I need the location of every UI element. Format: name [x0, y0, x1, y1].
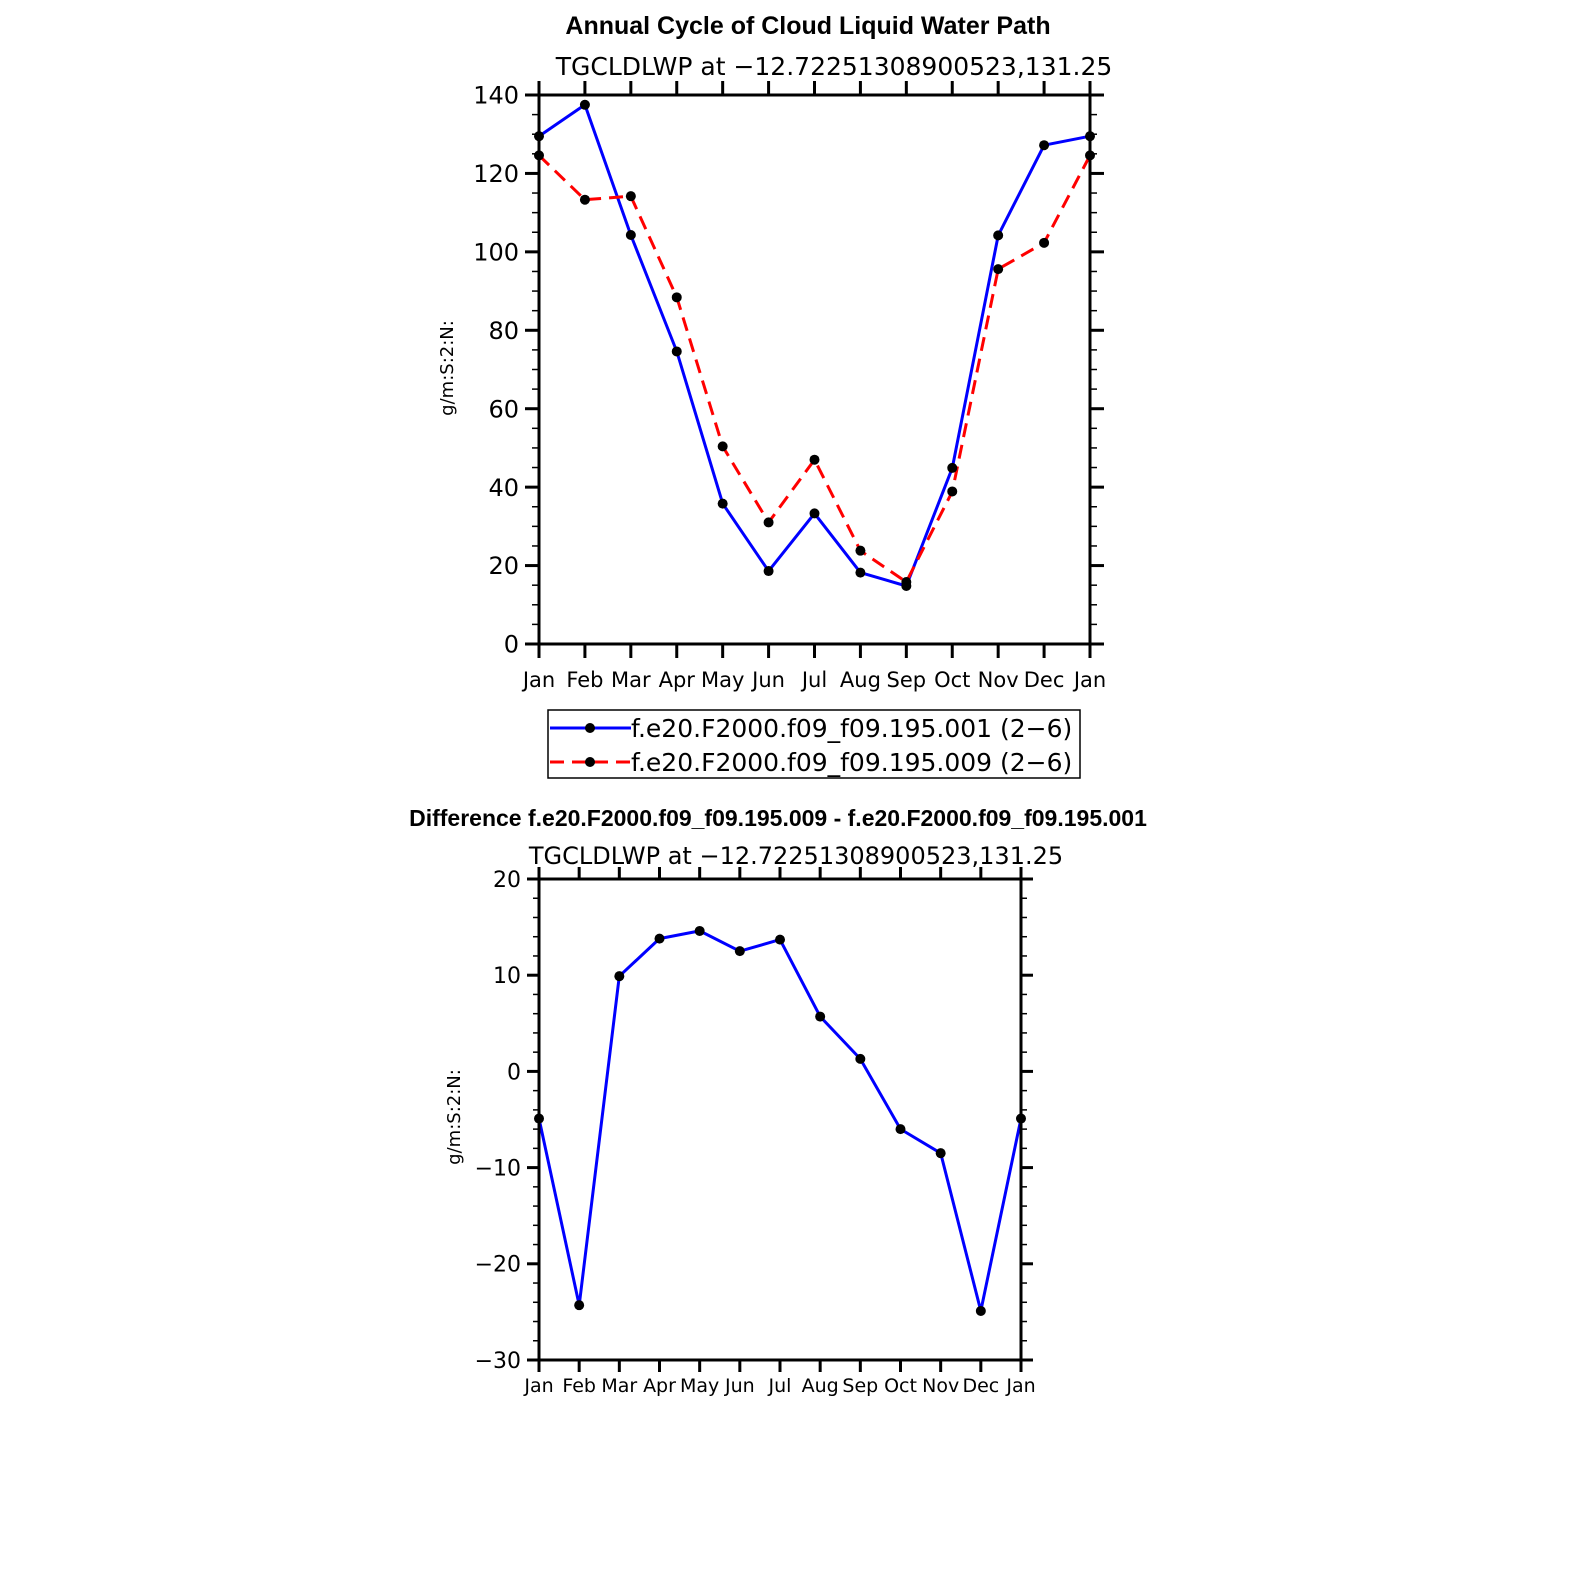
legend-label-001: f.e20.F2000.f09_f09.195.001 (2−6) — [631, 714, 1072, 743]
x-tick-label: Mar — [601, 1375, 637, 1397]
y-tick-label: −10 — [475, 1157, 521, 1182]
data-point — [1039, 140, 1050, 151]
x-tick-label: Oct — [884, 1375, 917, 1397]
y-tick-label: −20 — [475, 1253, 521, 1278]
data-point — [855, 567, 866, 578]
x-ticks: Jan Feb Mar Apr May Jun Jul Aug Sep Oct Nov Dec Jan — [523, 867, 1036, 1397]
data-point — [855, 545, 866, 556]
data-point — [993, 230, 1004, 241]
legend-entry-009: f.e20.F2000.f09_f09.195.009 (2−6) — [550, 748, 1072, 777]
y-tick-label: 80 — [488, 317, 519, 345]
chart-title: Difference f.e20.F2000.f09_f09.195.009 -… — [409, 805, 1147, 831]
data-point — [614, 971, 625, 982]
data-point — [975, 1305, 986, 1316]
x-tick-label: Jun — [750, 668, 785, 692]
y-tick-label: 120 — [473, 160, 519, 188]
x-tick-label: Feb — [566, 668, 603, 692]
x-tick-label: May — [701, 668, 744, 692]
x-tick-label: Jun — [724, 1375, 755, 1397]
data-point — [815, 1011, 826, 1022]
y-axis-label: g/m:S:2:N: — [437, 320, 458, 416]
y-tick-label: −30 — [475, 1349, 521, 1374]
data-point — [671, 292, 682, 303]
y-tick-label: 0 — [504, 631, 519, 659]
chart-subtitle: TGCLDLWP at −12.72251308900523,131.25 — [555, 52, 1113, 81]
legend-marker-001 — [585, 723, 595, 733]
data-point — [775, 934, 785, 945]
y-tick-label: 100 — [473, 238, 519, 266]
data-point — [654, 933, 665, 944]
series-line-0 — [537, 929, 1023, 1313]
x-tick-label: Dec — [1024, 668, 1065, 692]
series-lines — [537, 929, 1023, 1313]
y-tick-label: 20 — [493, 868, 521, 893]
data-point — [947, 486, 958, 497]
legend-label-009: f.e20.F2000.f09_f09.195.009 (2−6) — [631, 748, 1072, 777]
data-point — [625, 191, 636, 202]
chart-subtitle: TGCLDLWP at −12.72251308900523,131.25 — [528, 842, 1063, 870]
data-point — [993, 264, 1004, 275]
data-point — [763, 517, 774, 528]
x-tick-label: Feb — [562, 1375, 596, 1397]
data-point — [1039, 237, 1050, 248]
x-tick-label: Jul — [800, 668, 827, 692]
x-tick-label: Aug — [840, 668, 881, 692]
legend-entry-001: f.e20.F2000.f09_f09.195.001 (2−6) — [550, 714, 1072, 743]
y-tick-label: 20 — [488, 552, 519, 580]
data-point — [935, 1148, 946, 1159]
data-point — [579, 99, 590, 110]
series-markers — [534, 925, 1026, 1316]
y-tick-label: 140 — [473, 82, 519, 110]
annual-cycle-chart: Annual Cycle of Cloud Liquid Water Path … — [437, 12, 1113, 779]
legend-box — [547, 709, 1081, 779]
x-tick-label: Apr — [659, 668, 696, 692]
data-point — [809, 454, 820, 465]
x-tick-label: May — [680, 1375, 719, 1397]
data-point — [895, 1124, 906, 1135]
plot-frame — [537, 877, 1023, 1362]
chart-title: Annual Cycle of Cloud Liquid Water Path — [565, 12, 1050, 40]
data-point — [579, 194, 590, 205]
x-tick-label: Sep — [842, 1375, 878, 1397]
data-point — [809, 508, 820, 519]
data-point — [734, 946, 745, 957]
data-point — [671, 346, 682, 357]
data-point — [694, 925, 705, 936]
series-markers — [534, 99, 1095, 591]
y-axis-label: g/m:S:2:N: — [444, 1069, 465, 1165]
data-point — [625, 229, 636, 240]
x-tick-label: Apr — [643, 1375, 676, 1397]
x-tick-label: Jan — [523, 1375, 553, 1397]
plot-frame — [537, 93, 1092, 646]
data-point — [901, 577, 912, 588]
y-ticks: 0 20 40 60 80 100 120 140 — [473, 82, 1104, 659]
y-ticks: −30 −20 −10 0 10 20 — [475, 868, 1033, 1374]
data-point — [574, 1300, 585, 1311]
x-tick-label: Jan — [1005, 1375, 1035, 1397]
x-tick-label: Mar — [611, 668, 651, 692]
x-tick-label: Nov — [922, 1375, 959, 1397]
x-tick-label: Jan — [521, 668, 555, 692]
data-point — [763, 566, 774, 577]
y-tick-label: 10 — [493, 964, 521, 989]
data-point — [855, 1053, 866, 1064]
difference-chart: Difference f.e20.F2000.f09_f09.195.009 -… — [409, 805, 1147, 1397]
y-tick-label: 0 — [507, 1060, 521, 1085]
x-tick-label: Jan — [1072, 668, 1106, 692]
x-tick-label: Jul — [768, 1375, 792, 1397]
data-point — [947, 462, 958, 473]
x-tick-label: Nov — [978, 668, 1019, 692]
data-point — [717, 498, 728, 509]
x-tick-label: Sep — [887, 668, 927, 692]
x-tick-label: Aug — [802, 1375, 839, 1397]
y-tick-label: 40 — [488, 474, 519, 502]
y-tick-label: 60 — [488, 395, 519, 423]
x-tick-label: Dec — [962, 1375, 999, 1397]
legend: f.e20.F2000.f09_f09.195.001 (2−6) f.e20.… — [547, 709, 1081, 779]
legend-marker-009 — [585, 757, 595, 767]
data-point — [717, 441, 728, 452]
x-ticks: Jan Feb Mar Apr May Jun Jul Aug Sep Oct Nov Dec Jan — [521, 81, 1106, 692]
x-tick-label: Oct — [934, 668, 970, 692]
